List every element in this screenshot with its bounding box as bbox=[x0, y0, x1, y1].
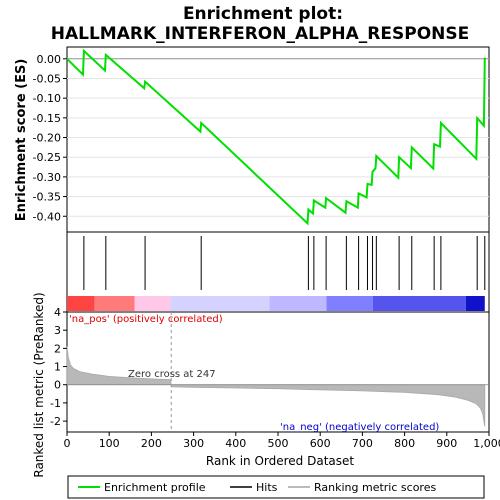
es-y-tick-label: -0.25 bbox=[33, 151, 61, 164]
chart-title-line2: HALLMARK_INTERFERON_ALPHA_RESPONSE bbox=[51, 24, 470, 44]
metric-y-tick-label: -2 bbox=[50, 415, 61, 428]
es-y-tick-label: 0.00 bbox=[37, 53, 62, 66]
es-y-tick-label: -0.20 bbox=[33, 132, 61, 145]
metric-y-tick-label: 2 bbox=[54, 342, 61, 355]
colorbar-segment bbox=[372, 296, 466, 311]
legend-hits-label: Hits bbox=[256, 481, 278, 494]
legend-enrichment-label: Enrichment profile bbox=[104, 481, 206, 494]
neg-correlated-label: 'na_neg' (negatively correlated) bbox=[280, 422, 439, 433]
es-y-tick-label: -0.10 bbox=[33, 92, 61, 105]
es-y-tick-label: -0.05 bbox=[33, 72, 61, 85]
x-tick-label: 400 bbox=[225, 437, 246, 450]
colorbar-segment bbox=[465, 296, 485, 311]
x-axis-label: Rank in Ordered Dataset bbox=[206, 454, 354, 468]
x-tick-label: 500 bbox=[268, 437, 289, 450]
colorbar-segment bbox=[94, 296, 135, 311]
colorbar-segment bbox=[170, 296, 270, 311]
metric-y-tick-label: 4 bbox=[54, 306, 61, 319]
legend-box bbox=[67, 475, 485, 499]
x-tick-label: 800 bbox=[394, 437, 415, 450]
enrichment-profile-line bbox=[66, 48, 486, 226]
es-y-tick-label: -0.35 bbox=[33, 191, 61, 204]
x-tick-label: 1,000 bbox=[473, 437, 500, 450]
zero-cross-label: Zero cross at 247 bbox=[128, 369, 216, 380]
x-tick-label: 100 bbox=[99, 437, 120, 450]
chart-title-line1: Enrichment plot: bbox=[183, 4, 343, 24]
metric-y-axis-label: Ranked list metric (PreRanked) bbox=[32, 292, 46, 477]
metric-y-tick-label: 1 bbox=[54, 361, 61, 374]
es-y-tick-label: -0.30 bbox=[33, 171, 61, 184]
ranking-metric-area bbox=[66, 346, 486, 427]
x-tick-label: 900 bbox=[436, 437, 457, 450]
metric-y-tick-label: -1 bbox=[50, 397, 61, 410]
colorbar-segment bbox=[67, 296, 95, 311]
es-panel-frame bbox=[66, 46, 490, 233]
colorbar-segment bbox=[134, 296, 171, 311]
metric-y-tick-label: 3 bbox=[54, 324, 61, 337]
x-tick-label: 300 bbox=[183, 437, 204, 450]
colorbar-segment bbox=[269, 296, 327, 311]
x-tick-label: 0 bbox=[64, 437, 71, 450]
x-tick-label: 700 bbox=[352, 437, 373, 450]
metric-y-tick-label: 0 bbox=[54, 379, 61, 392]
x-tick-label: 600 bbox=[310, 437, 331, 450]
x-tick-label: 200 bbox=[141, 437, 162, 450]
es-y-tick-label: -0.40 bbox=[33, 210, 61, 223]
es-y-tick-label: -0.15 bbox=[33, 112, 61, 125]
legend-metric-label: Ranking metric scores bbox=[314, 481, 436, 494]
es-y-axis-label: Enrichment score (ES) bbox=[14, 59, 29, 222]
colorbar-segment bbox=[326, 296, 373, 311]
pos-correlated-label: 'na_pos' (positively correlated) bbox=[69, 314, 223, 325]
